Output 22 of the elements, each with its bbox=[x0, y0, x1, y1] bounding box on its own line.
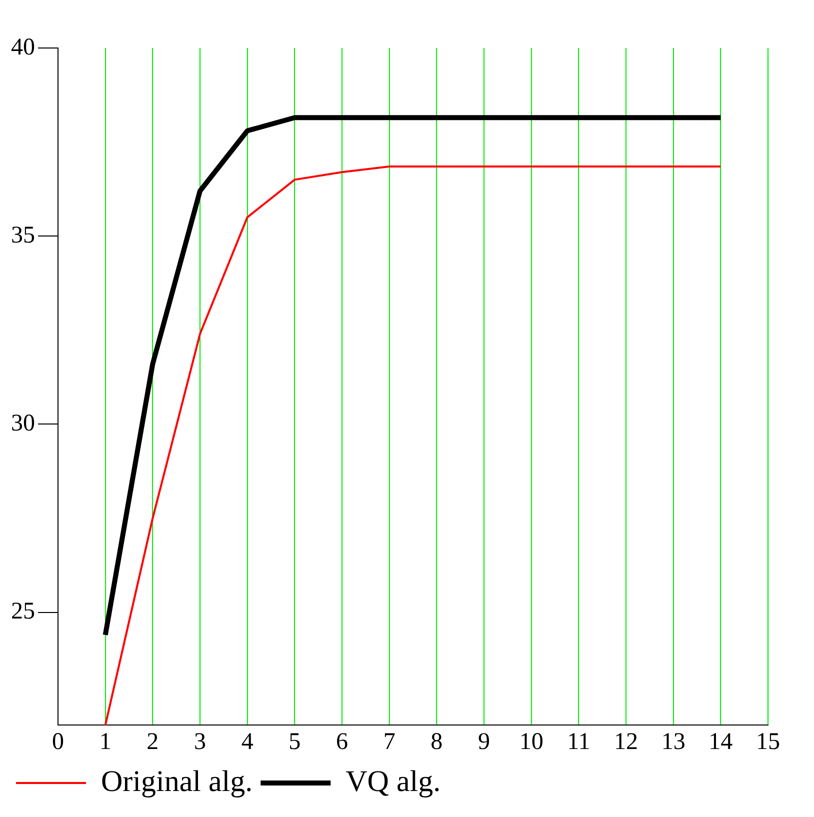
legend-label: VQ alg. bbox=[346, 764, 441, 798]
x-tick-label: 8 bbox=[430, 728, 443, 755]
legend-label: Original alg. bbox=[101, 764, 253, 798]
x-tick-label: 3 bbox=[194, 728, 206, 755]
y-tick-label: 30 bbox=[11, 410, 35, 437]
y-tick-label: 35 bbox=[11, 222, 35, 248]
x-tick-label: 5 bbox=[288, 728, 301, 755]
x-tick-label: 14 bbox=[708, 728, 733, 755]
y-tick-label: 40 bbox=[11, 34, 35, 60]
x-tick-label: 12 bbox=[614, 728, 638, 755]
x-tick-label: 1 bbox=[99, 728, 112, 755]
x-tick-label: 4 bbox=[241, 728, 254, 755]
x-tick-label: 0 bbox=[52, 728, 64, 755]
x-tick-label: 11 bbox=[567, 728, 590, 755]
x-tick-label: 2 bbox=[146, 728, 159, 755]
x-tick-label: 9 bbox=[478, 728, 490, 755]
x-tick-label: 10 bbox=[519, 728, 544, 755]
x-tick-label: 15 bbox=[756, 728, 780, 755]
x-tick-label: 13 bbox=[661, 728, 686, 755]
x-tick-label: 6 bbox=[336, 728, 348, 755]
x-tick-label: 7 bbox=[383, 728, 396, 755]
y-tick-label: 25 bbox=[11, 598, 35, 625]
